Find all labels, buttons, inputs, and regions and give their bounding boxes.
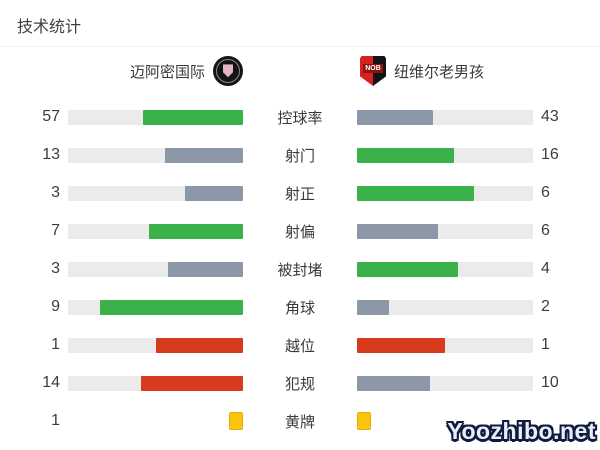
home-bar-fill	[184, 185, 243, 201]
page-title: 技术统计	[17, 19, 82, 36]
stat-row: 3 射正 6	[0, 174, 600, 212]
away-bar-track	[357, 299, 533, 315]
home-value: 57	[42, 108, 60, 125]
stat-label: 射正	[284, 185, 315, 203]
away-team-name: 纽维尔老男孩	[394, 63, 485, 81]
away-bar-fill	[357, 223, 439, 239]
home-value: 14	[42, 374, 60, 391]
away-value: 2	[541, 298, 550, 315]
away-value: 6	[541, 184, 550, 201]
away-bar-fill	[357, 337, 445, 353]
away-bar	[357, 375, 533, 391]
home-bar	[68, 223, 243, 239]
watermark: Yoozhibo.net	[447, 418, 596, 444]
home-value: 3	[51, 260, 60, 277]
stat-row: 13 射门 16	[0, 136, 600, 174]
away-value: 10	[541, 374, 559, 391]
away-logo-text: NOB	[363, 63, 383, 73]
away-bar-fill	[357, 375, 431, 391]
home-bar	[68, 299, 243, 315]
logo-ring	[216, 59, 240, 83]
away-value: 1	[541, 336, 550, 353]
away-bar-fill	[357, 185, 475, 201]
away-bar	[357, 299, 533, 315]
stat-label: 控球率	[277, 109, 323, 127]
away-bar	[357, 109, 533, 125]
divider	[0, 46, 600, 47]
away-bar	[357, 261, 533, 277]
home-bar	[68, 109, 243, 125]
away-bar-fill	[357, 261, 458, 277]
home-yellow-card-icon	[229, 411, 243, 430]
stats-rows: 57 控球率 43 13 射门 16 3	[0, 98, 600, 440]
home-bar-fill	[164, 147, 243, 163]
away-bar	[357, 147, 533, 163]
stat-label: 被封堵	[277, 261, 323, 279]
home-value: 7	[51, 222, 60, 239]
home-team: 迈阿密国际	[0, 55, 243, 87]
stat-row: 1 黄牌	[0, 402, 600, 440]
home-value: 13	[42, 146, 60, 163]
home-bar-fill	[140, 375, 243, 391]
logo-crest	[223, 64, 233, 78]
home-bar	[68, 261, 243, 277]
away-bar	[357, 337, 533, 353]
stat-label: 犯规	[284, 375, 315, 393]
home-value: 1	[51, 336, 60, 353]
away-value: 43	[541, 108, 559, 125]
away-value: 6	[541, 222, 550, 239]
away-bar	[357, 223, 533, 239]
stat-row: 57 控球率 43	[0, 98, 600, 136]
away-value: 4	[541, 260, 550, 277]
away-value: 16	[541, 146, 559, 163]
home-team-logo-icon	[213, 56, 243, 86]
away-team-logo-icon: NOB	[360, 56, 386, 86]
home-bar	[68, 411, 243, 430]
stat-label: 射门	[284, 147, 315, 165]
stat-label: 射偏	[284, 223, 315, 241]
home-bar	[68, 375, 243, 391]
stat-row: 14 犯规 10	[0, 364, 600, 402]
away-bar	[357, 411, 533, 430]
away-bar	[357, 185, 533, 201]
home-value: 9	[51, 298, 60, 315]
away-bar-fill	[357, 299, 389, 315]
home-bar-fill	[148, 223, 243, 239]
stat-label: 黄牌	[284, 413, 315, 431]
home-team-name: 迈阿密国际	[129, 63, 205, 81]
team-header: 迈阿密国际 NOB 纽维尔老男孩	[0, 55, 600, 87]
stat-row: 3 被封堵 4	[0, 250, 600, 288]
stat-row: 7 射偏 6	[0, 212, 600, 250]
away-bar-fill	[357, 147, 455, 163]
home-bar	[68, 147, 243, 163]
home-bar-fill	[155, 337, 243, 353]
home-bar-fill	[143, 109, 243, 125]
home-bar	[68, 185, 243, 201]
stat-label: 越位	[284, 337, 315, 355]
home-bar-fill	[168, 261, 243, 277]
home-bar-fill	[99, 299, 243, 315]
home-bar	[68, 337, 243, 353]
stat-row: 1 越位 1	[0, 326, 600, 364]
stat-row: 9 角球 2	[0, 288, 600, 326]
home-value: 3	[51, 184, 60, 201]
away-team: NOB 纽维尔老男孩	[360, 55, 600, 87]
away-bar-fill	[357, 109, 433, 125]
home-value: 1	[51, 412, 60, 429]
stat-label: 角球	[284, 299, 315, 317]
away-yellow-card-icon	[357, 411, 371, 430]
